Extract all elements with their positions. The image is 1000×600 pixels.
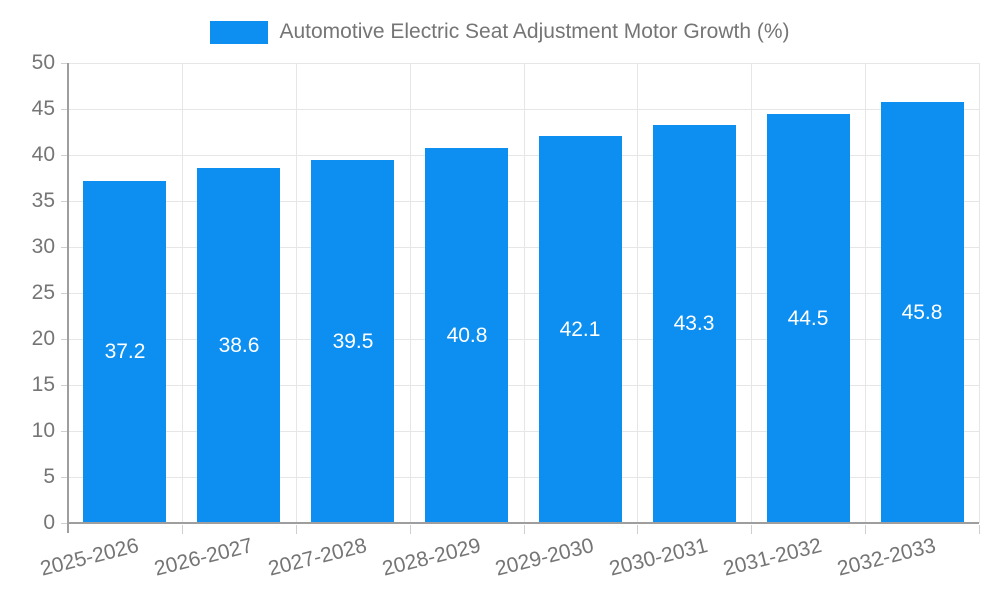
gridline-horizontal [68,385,979,386]
bar-value-label: 40.8 [446,324,488,347]
x-axis-tick [296,525,297,534]
x-axis-tick [637,525,638,534]
x-axis-tick [182,525,183,534]
x-axis-label: 2028-2029 [379,534,483,581]
x-axis-label: 2032-2033 [834,534,938,581]
gridline-horizontal [68,339,979,340]
bar-value-label: 38.6 [218,334,260,357]
x-axis-tick [865,525,866,534]
y-axis-label: 25 [31,281,55,304]
y-axis-label: 20 [31,327,55,350]
y-axis-label: 30 [31,235,55,258]
gridline-vertical [296,63,297,523]
bar-2026-2027[interactable] [197,168,280,522]
gridline-vertical [637,63,638,523]
y-axis-tick [61,293,68,294]
gridline-vertical [865,63,866,523]
gridline-vertical [182,63,183,523]
bar-2030-2031[interactable] [653,125,736,522]
gridline-vertical [751,63,752,523]
y-axis-tick [61,477,68,478]
chart-legend[interactable]: Automotive Electric Seat Adjustment Moto… [0,18,1000,46]
y-axis-tick [61,385,68,386]
y-axis-label: 15 [31,373,55,396]
x-axis-label: 2029-2030 [492,534,596,581]
y-axis-label: 40 [31,143,55,166]
x-axis-tick [524,525,525,534]
gridline-horizontal [68,201,979,202]
y-axis-tick [61,201,68,202]
x-axis-label: 2031-2032 [720,534,824,581]
y-axis-label: 35 [31,189,55,212]
bar-value-label: 44.5 [787,307,829,330]
y-axis-line [67,63,69,533]
x-axis-line [68,522,979,524]
bar-value-label: 39.5 [332,330,374,353]
x-axis-label: 2026-2027 [151,534,255,581]
bar-2032-2033[interactable] [881,102,964,522]
bar-value-label: 45.8 [901,301,943,324]
bar-2029-2030[interactable] [539,136,622,522]
y-axis-label: 50 [31,51,55,74]
bar-2028-2029[interactable] [425,148,508,522]
y-axis-label: 0 [43,511,55,534]
gridline-horizontal [68,63,979,64]
y-axis-label: 5 [43,465,55,488]
gridline-vertical [979,63,980,523]
bar-value-label: 37.2 [104,340,146,363]
y-axis-tick [61,155,68,156]
y-axis-tick [61,339,68,340]
chart-title: Automotive Electric Seat Adjustment Moto… [279,20,790,43]
bar-value-label: 43.3 [673,312,715,335]
gridline-horizontal [68,155,979,156]
x-axis-label: 2030-2031 [606,534,710,581]
x-axis-label: 2025-2026 [37,534,141,581]
gridline-horizontal [68,109,979,110]
gridline-horizontal [68,247,979,248]
legend-swatch [210,20,269,44]
y-axis-tick [61,109,68,110]
bar-value-label: 42.1 [559,318,601,341]
gridline-horizontal [68,293,979,294]
y-axis-tick [61,523,68,524]
gridline-vertical [410,63,411,523]
bar-2027-2028[interactable] [311,160,394,522]
bar-2025-2026[interactable] [83,181,166,522]
bar-2031-2032[interactable] [767,114,850,522]
x-axis-tick [979,525,980,534]
y-axis-tick [61,431,68,432]
gridline-horizontal [68,477,979,478]
gridline-horizontal [68,431,979,432]
x-axis-label: 2027-2028 [265,534,369,581]
x-axis-tick [410,525,411,534]
y-axis-label: 10 [31,419,55,442]
x-axis-tick [751,525,752,534]
y-axis-label: 45 [31,97,55,120]
y-axis-tick [61,247,68,248]
y-axis-tick [61,63,68,64]
gridline-vertical [524,63,525,523]
